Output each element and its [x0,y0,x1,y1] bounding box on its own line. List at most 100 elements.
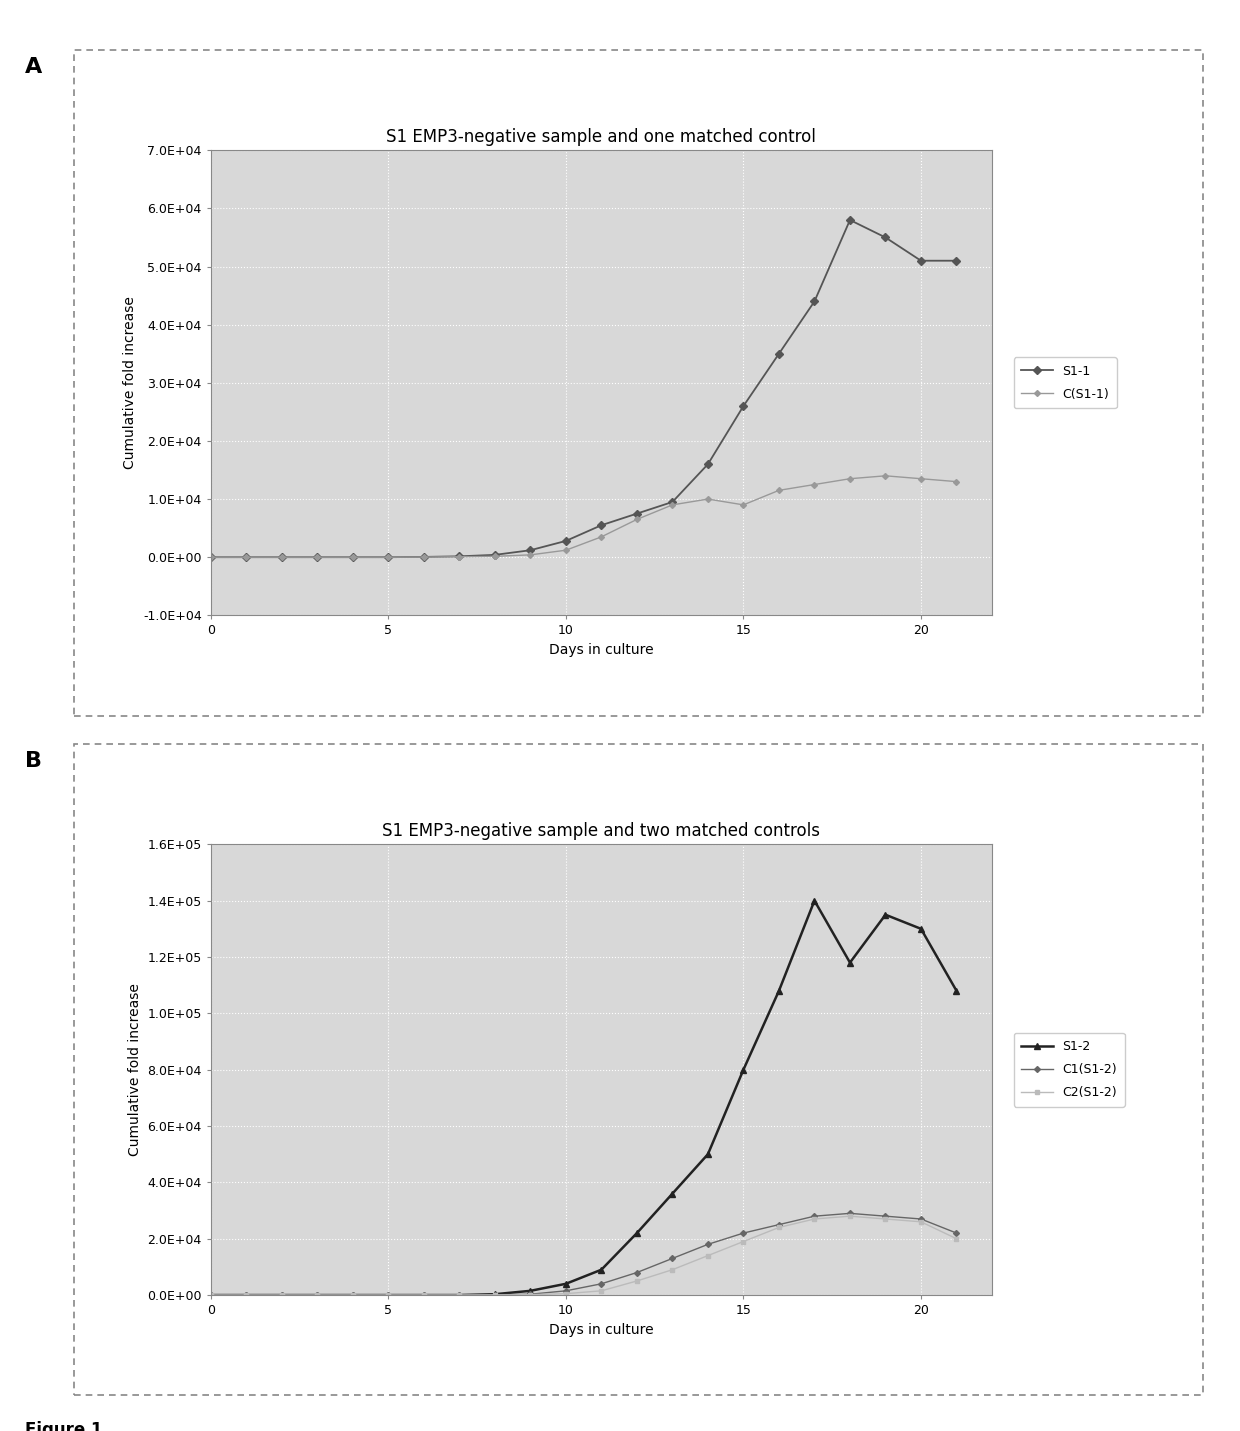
C2(S1-2) [451,1286,466,1304]
Title: S1 EMP3-negative sample and two matched controls: S1 EMP3-negative sample and two matched … [382,821,821,840]
C2(S1-2) [381,1286,396,1304]
C(S1-1) [594,528,609,545]
S1-1 [346,548,361,565]
C(S1-1) [487,548,502,565]
C1(S1-2) [381,1286,396,1304]
C2(S1-2) [630,1272,645,1289]
S1-1 [451,548,466,565]
Text: A: A [25,57,42,77]
C(S1-1) [417,548,432,565]
C(S1-1) [914,471,929,488]
C2(S1-2) [203,1286,218,1304]
S1-1 [807,293,822,311]
C1(S1-2) [274,1286,289,1304]
S1-1 [487,547,502,564]
C(S1-1) [630,511,645,528]
C(S1-1) [239,548,254,565]
C2(S1-2) [701,1246,715,1264]
C1(S1-2) [487,1286,502,1304]
Line: C(S1-1): C(S1-1) [208,474,959,560]
C2(S1-2) [771,1219,786,1236]
S1-1 [203,548,218,565]
C(S1-1) [558,541,573,558]
C2(S1-2) [346,1286,361,1304]
S1-2 [381,1286,396,1304]
S1-1 [558,532,573,550]
C2(S1-2) [523,1286,538,1304]
C1(S1-2) [807,1208,822,1225]
C(S1-1) [451,548,466,565]
C2(S1-2) [274,1286,289,1304]
S1-1 [630,505,645,522]
S1-2 [807,892,822,909]
S1-2 [630,1225,645,1242]
Y-axis label: Cumulative fold increase: Cumulative fold increase [124,296,138,469]
S1-2 [558,1275,573,1292]
Legend: S1-2, C1(S1-2), C2(S1-2): S1-2, C1(S1-2), C2(S1-2) [1014,1033,1125,1106]
C(S1-1) [949,474,963,491]
C2(S1-2) [558,1285,573,1302]
S1-2 [487,1285,502,1302]
S1-1 [878,229,893,246]
C1(S1-2) [203,1286,218,1304]
Line: S1-2: S1-2 [207,897,960,1298]
C(S1-1) [701,491,715,508]
C(S1-1) [381,548,396,565]
S1-1 [665,494,680,511]
C2(S1-2) [487,1286,502,1304]
Legend: S1-1, C(S1-1): S1-1, C(S1-1) [1014,358,1117,408]
C1(S1-2) [451,1286,466,1304]
S1-2 [701,1146,715,1163]
S1-2 [451,1286,466,1304]
S1-1 [523,541,538,558]
S1-1 [842,212,857,229]
C(S1-1) [346,548,361,565]
C2(S1-2) [594,1282,609,1299]
S1-2 [274,1286,289,1304]
C2(S1-2) [310,1286,325,1304]
C(S1-1) [842,471,857,488]
C(S1-1) [523,547,538,564]
S1-1 [701,455,715,472]
S1-2 [665,1185,680,1202]
C2(S1-2) [417,1286,432,1304]
C2(S1-2) [842,1208,857,1225]
S1-2 [523,1282,538,1299]
Y-axis label: Cumulative fold increase: Cumulative fold increase [128,983,141,1156]
C2(S1-2) [737,1234,751,1251]
S1-2 [594,1261,609,1278]
Line: S1-1: S1-1 [208,218,960,560]
C2(S1-2) [878,1211,893,1228]
C1(S1-2) [737,1225,751,1242]
C2(S1-2) [914,1213,929,1231]
C(S1-1) [878,467,893,484]
S1-2 [842,954,857,972]
C1(S1-2) [630,1264,645,1281]
C(S1-1) [203,548,218,565]
S1-1 [771,345,786,362]
Text: Figure 1: Figure 1 [25,1421,102,1431]
C2(S1-2) [807,1211,822,1228]
C2(S1-2) [239,1286,254,1304]
C1(S1-2) [346,1286,361,1304]
X-axis label: Days in culture: Days in culture [549,1322,653,1337]
S1-2 [949,982,963,999]
C1(S1-2) [842,1205,857,1222]
S1-2 [417,1286,432,1304]
C2(S1-2) [665,1261,680,1278]
C(S1-1) [737,497,751,514]
C1(S1-2) [239,1286,254,1304]
S1-2 [346,1286,361,1304]
S1-2 [878,906,893,923]
C1(S1-2) [558,1282,573,1299]
S1-2 [737,1062,751,1079]
C(S1-1) [771,482,786,499]
C(S1-1) [807,477,822,494]
S1-1 [310,548,325,565]
S1-1 [594,517,609,534]
C1(S1-2) [914,1211,929,1228]
S1-2 [203,1286,218,1304]
S1-1 [417,548,432,565]
Title: S1 EMP3-negative sample and one matched control: S1 EMP3-negative sample and one matched … [387,127,816,146]
Line: C2(S1-2): C2(S1-2) [208,1213,959,1296]
